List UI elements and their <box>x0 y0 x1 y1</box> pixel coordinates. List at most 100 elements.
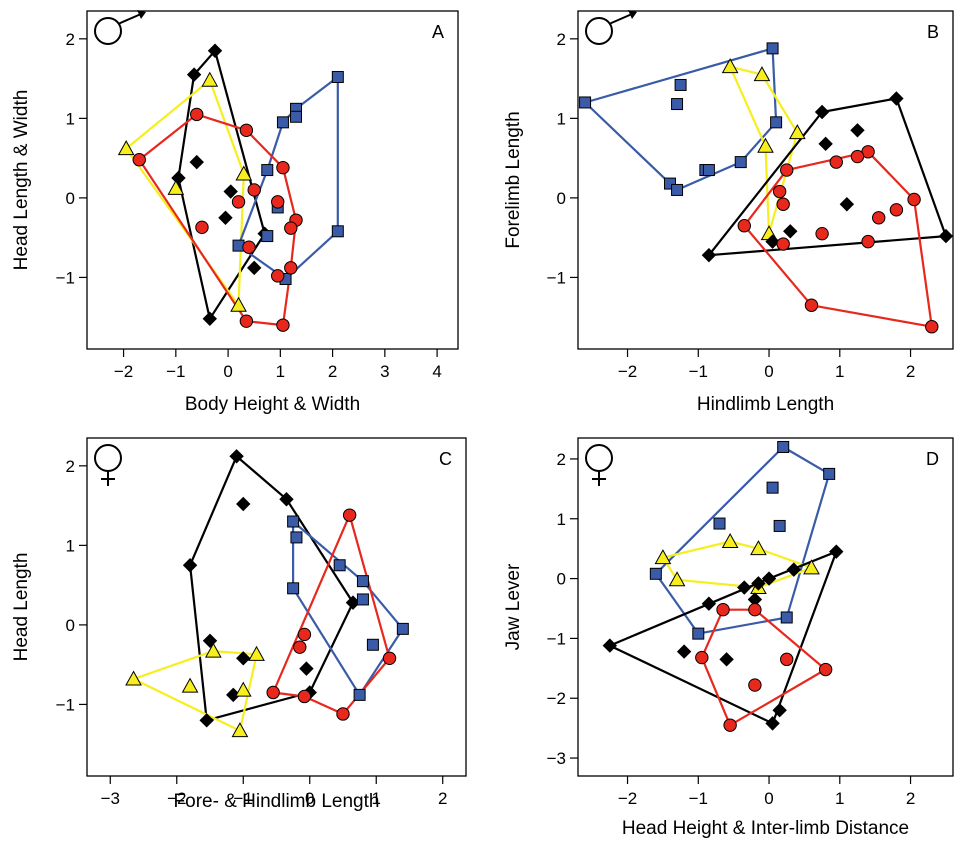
black-diamond-point <box>299 661 314 676</box>
black-diamond-point <box>783 224 798 239</box>
blue-square-series <box>649 440 836 640</box>
red-circle-point <box>850 149 865 164</box>
red-circle-point <box>132 153 146 167</box>
red-circle-point <box>861 234 875 249</box>
blue-square-point <box>702 164 715 177</box>
panel-letter: C <box>439 449 452 469</box>
x-tick-label: −2 <box>618 789 637 808</box>
blue-square-point <box>663 177 676 190</box>
black-diamond-point <box>818 136 833 152</box>
blue-square-point <box>766 42 779 55</box>
yellow-triangle-point <box>721 58 739 74</box>
black-diamond-point <box>602 638 618 653</box>
black-diamond-point <box>676 644 692 659</box>
plot-frame <box>577 437 954 777</box>
y-axis-label: Head Length & Width <box>11 90 32 271</box>
black-diamond-series <box>701 91 954 263</box>
yellow-triangle-point <box>750 540 767 556</box>
blue-square-point <box>649 567 662 580</box>
yellow-hull-outline <box>728 65 799 235</box>
x-tick-label: 1 <box>276 362 285 381</box>
red-circle-point <box>284 261 298 275</box>
blue-square-point <box>780 611 793 624</box>
blue-square-point <box>261 230 274 243</box>
red-circle-point <box>737 219 751 233</box>
yellow-triangle-point <box>234 681 252 697</box>
y-tick-label: −1 <box>56 695 75 714</box>
x-tick-label: 2 <box>328 362 337 381</box>
x-tick-label: 0 <box>764 362 773 381</box>
x-tick-label: −2 <box>114 362 133 381</box>
red-circle-point <box>276 160 290 175</box>
red-circle-series <box>737 145 939 334</box>
y-tick-label: 0 <box>66 189 75 208</box>
x-tick-label: −1 <box>166 362 185 381</box>
black-diamond-point <box>761 571 777 586</box>
panel-c: −3 −2 −1 0 1 2 −1 0 1 2 Fore- & Hindlimb Length Hea… <box>11 437 467 812</box>
x-tick-label: −1 <box>234 789 253 808</box>
y-tick-label: 2 <box>557 450 566 469</box>
red-circle-point <box>284 221 298 235</box>
x-tick-label: 4 <box>432 362 441 381</box>
female-symbol-icon <box>585 444 613 486</box>
black-diamond-point <box>938 228 954 244</box>
y-tick-label: 2 <box>557 30 566 49</box>
x-axis-label: Head Height & Inter-limb Distance <box>622 818 909 839</box>
blue-square-point <box>366 638 379 651</box>
red-circle-point <box>297 627 312 642</box>
plot-frame <box>86 437 467 777</box>
x-axis-label: Body Height & Width <box>185 394 360 415</box>
y-tick-label: 0 <box>557 570 566 589</box>
x-tick-label: 2 <box>438 789 447 808</box>
red-circle-point <box>776 237 790 251</box>
black-diamond-point <box>701 596 717 611</box>
blue-square-point <box>734 156 747 169</box>
red-circle-point <box>297 689 312 704</box>
black-diamond-point <box>889 91 904 106</box>
blue-square-point <box>276 116 289 129</box>
y-axis-label: Head Length <box>11 553 32 662</box>
plot-frame <box>577 10 954 350</box>
male-symbol-icon <box>585 10 637 45</box>
y-tick-label: −1 <box>547 629 566 648</box>
blue-square-point <box>396 622 409 635</box>
black-diamond-point <box>701 247 717 263</box>
yellow-triangle-point <box>757 137 774 153</box>
blue-square-point <box>331 225 344 238</box>
red-circle-point <box>239 314 254 328</box>
yellow-triangle-point <box>125 670 142 686</box>
black-hull-outline <box>177 49 266 320</box>
yellow-triangle-point <box>201 71 219 87</box>
y-tick-label: 0 <box>557 189 566 208</box>
black-diamond-point <box>839 197 855 212</box>
male-symbol-icon <box>94 10 146 45</box>
y-tick-label: 2 <box>66 30 75 49</box>
blue-square-point <box>766 481 779 494</box>
red-circle-point <box>293 640 307 654</box>
red-circle-point <box>239 123 254 137</box>
panel-letter: B <box>927 22 939 42</box>
red-circle-point <box>242 240 256 254</box>
red-circle-point <box>723 718 737 732</box>
black-diamond-series <box>602 544 844 731</box>
black-diamond-point <box>229 449 244 464</box>
x-tick-label: −3 <box>101 789 120 808</box>
x-tick-label: 0 <box>305 789 314 808</box>
black-diamond-point <box>186 67 202 82</box>
panel-a: −2 −1 0 1 2 3 4 −1 0 1 2 Body Height & Width Head Le… <box>11 10 459 415</box>
y-tick-label: 1 <box>557 510 566 529</box>
x-axis-label: Hindlimb Length <box>697 394 834 415</box>
red-circle-point <box>195 220 209 235</box>
blue-square-point <box>290 110 303 123</box>
blue-square-point <box>333 559 346 572</box>
blue-square-point <box>261 164 274 177</box>
red-circle-series <box>132 107 303 332</box>
red-circle-point <box>342 508 357 522</box>
black-diamond-point <box>814 104 830 120</box>
female-symbol-icon <box>94 444 122 486</box>
black-diamond-point <box>236 496 251 512</box>
x-tick-label: 0 <box>764 789 773 808</box>
blue-square-point <box>353 688 366 701</box>
black-diamond-point <box>751 576 766 591</box>
black-diamond-point <box>772 702 787 718</box>
